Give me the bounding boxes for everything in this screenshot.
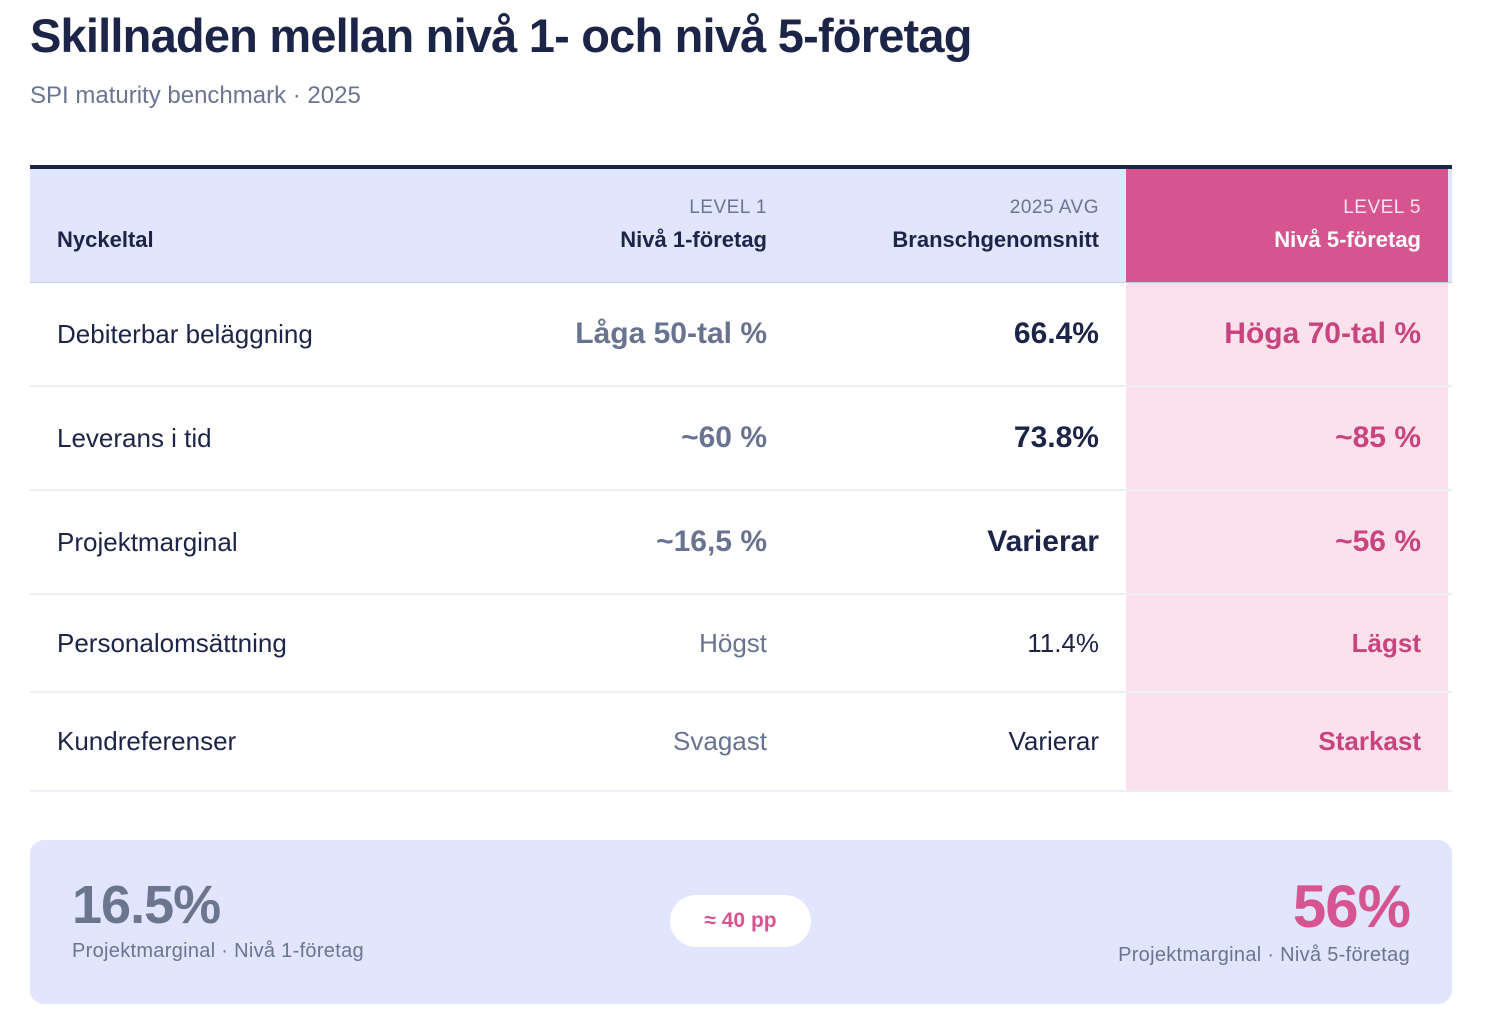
page-subtitle: SPI maturity benchmark · 2025 xyxy=(30,82,361,109)
header-avg-tag: 2025 AVG xyxy=(1009,197,1099,218)
row-metric: Debiterbar beläggning xyxy=(57,318,313,349)
table-row: Projektmarginal ~16,5 % Varierar ~56 % xyxy=(30,491,1452,595)
summary-level5-caption: Projektmarginal · Nivå 5-företag xyxy=(1118,944,1410,966)
row-avg-value: 66.4% xyxy=(1013,317,1099,350)
row-metric: Leverans i tid xyxy=(57,422,212,453)
header-level1-tag: LEVEL 1 xyxy=(689,197,767,218)
summary-level1-value: 16.5% xyxy=(72,875,221,935)
table-row: Debiterbar beläggning Låga 50-tal % 66.4… xyxy=(30,283,1452,387)
page-title: Skillnaden mellan nivå 1- och nivå 5-för… xyxy=(30,9,972,62)
header-level5-label: Nivå 5-företag xyxy=(1274,227,1421,252)
header-level5-tag: LEVEL 5 xyxy=(1343,197,1421,218)
gap-badge: ≈ 40 pp xyxy=(670,895,811,947)
row-level5-value: Höga 70-tal % xyxy=(1224,317,1421,350)
row-metric: Personalomsättning xyxy=(57,627,287,658)
header-metric: Nyckeltal xyxy=(30,169,500,282)
comparison-table: Nyckeltal LEVEL 1 Nivå 1-företag 2025 AV… xyxy=(30,165,1452,792)
row-level5-value: ~56 % xyxy=(1335,525,1421,558)
header-avg: 2025 AVG Branschgenomsnitt xyxy=(767,169,1126,282)
row-level1-value: Svagast xyxy=(673,726,767,756)
table-row: Leverans i tid ~60 % 73.8% ~85 % xyxy=(30,387,1452,491)
row-level1-value: Högst xyxy=(699,627,767,658)
row-level1-value: Låga 50-tal % xyxy=(575,317,767,350)
row-level5-value: ~85 % xyxy=(1335,421,1421,454)
row-level5-value: Starkast xyxy=(1318,726,1421,756)
header-level1-label: Nivå 1-företag xyxy=(620,227,767,252)
summary-level1-caption: Projektmarginal · Nivå 1-företag xyxy=(72,940,364,962)
header-metric-label: Nyckeltal xyxy=(57,227,154,252)
row-level5-value: Lägst xyxy=(1351,627,1421,658)
table-row: Kundreferenser Svagast Varierar Starkast xyxy=(30,693,1452,792)
row-avg-value: Varierar xyxy=(1008,726,1099,756)
row-level1-value: ~16,5 % xyxy=(656,525,767,558)
table-header-row: Nyckeltal LEVEL 1 Nivå 1-företag 2025 AV… xyxy=(30,169,1452,283)
header-level1: LEVEL 1 Nivå 1-företag xyxy=(500,169,767,282)
summary-level5-value: 56% xyxy=(1292,873,1411,940)
row-level1-value: ~60 % xyxy=(681,421,767,454)
summary-card: 16.5% Projektmarginal · Nivå 1-företag ≈… xyxy=(30,840,1452,1004)
row-avg-value: Varierar xyxy=(987,525,1099,558)
table-row: Personalomsättning Högst 11.4% Lägst xyxy=(30,595,1452,693)
row-metric: Kundreferenser xyxy=(57,726,237,756)
header-level5: LEVEL 5 Nivå 5-företag xyxy=(1126,169,1448,282)
header-avg-label: Branschgenomsnitt xyxy=(892,227,1099,252)
row-avg-value: 11.4% xyxy=(1027,627,1099,658)
row-metric: Projektmarginal xyxy=(57,526,238,557)
row-avg-value: 73.8% xyxy=(1013,421,1099,454)
